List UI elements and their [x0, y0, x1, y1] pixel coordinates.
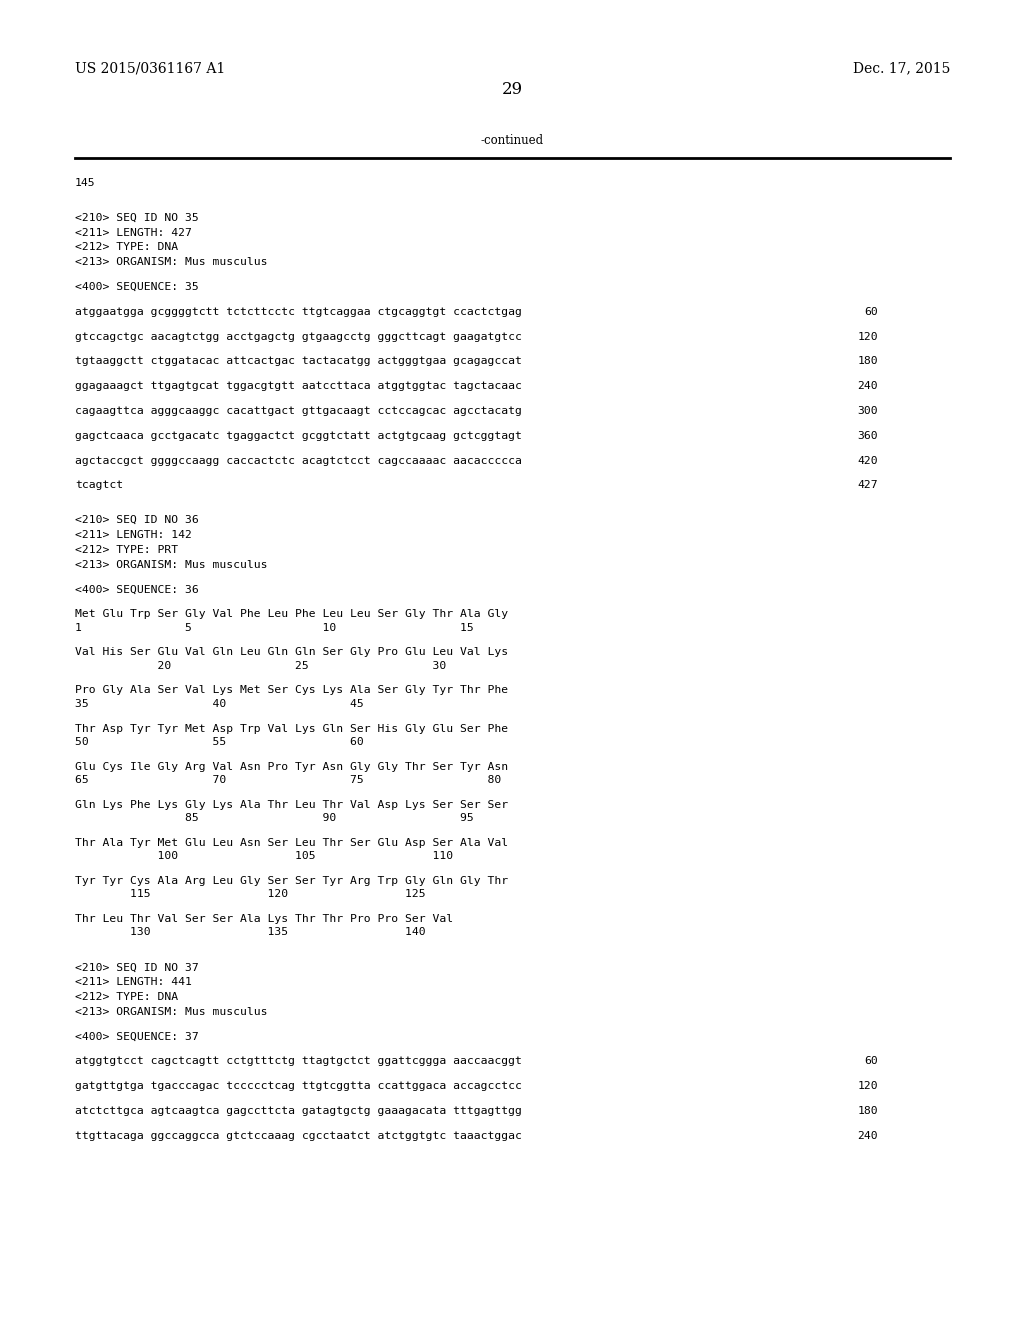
Text: tgtaaggctt ctggatacac attcactgac tactacatgg actgggtgaa gcagagccat: tgtaaggctt ctggatacac attcactgac tactaca… — [75, 356, 522, 367]
Text: ggagaaagct ttgagtgcat tggacgtgtt aatccttaca atggtggtac tagctacaac: ggagaaagct ttgagtgcat tggacgtgtt aatcctt… — [75, 381, 522, 391]
Text: <212> TYPE: PRT: <212> TYPE: PRT — [75, 545, 178, 554]
Text: US 2015/0361167 A1: US 2015/0361167 A1 — [75, 61, 225, 75]
Text: Thr Asp Tyr Tyr Met Asp Trp Val Lys Gln Ser His Gly Glu Ser Phe: Thr Asp Tyr Tyr Met Asp Trp Val Lys Gln … — [75, 723, 508, 734]
Text: 130                 135                 140: 130 135 140 — [75, 928, 426, 937]
Text: tcagtct: tcagtct — [75, 480, 123, 491]
Text: <211> LENGTH: 427: <211> LENGTH: 427 — [75, 227, 191, 238]
Text: 60: 60 — [864, 306, 878, 317]
Text: <212> TYPE: DNA: <212> TYPE: DNA — [75, 991, 178, 1002]
Text: 300: 300 — [857, 407, 878, 416]
Text: 120: 120 — [857, 331, 878, 342]
Text: 360: 360 — [857, 430, 878, 441]
Text: gtccagctgc aacagtctgg acctgagctg gtgaagcctg gggcttcagt gaagatgtcc: gtccagctgc aacagtctgg acctgagctg gtgaagc… — [75, 331, 522, 342]
Text: <210> SEQ ID NO 35: <210> SEQ ID NO 35 — [75, 213, 199, 223]
Text: <213> ORGANISM: Mus musculus: <213> ORGANISM: Mus musculus — [75, 1007, 267, 1016]
Text: gatgttgtga tgacccagac tccccctcag ttgtcggtta ccattggaca accagcctcc: gatgttgtga tgacccagac tccccctcag ttgtcgg… — [75, 1081, 522, 1092]
Text: 427: 427 — [857, 480, 878, 491]
Text: <400> SEQUENCE: 36: <400> SEQUENCE: 36 — [75, 585, 199, 594]
Text: 65                  70                  75                  80: 65 70 75 80 — [75, 775, 502, 785]
Text: Thr Ala Tyr Met Glu Leu Asn Ser Leu Thr Ser Glu Asp Ser Ala Val: Thr Ala Tyr Met Glu Leu Asn Ser Leu Thr … — [75, 838, 508, 847]
Text: 115                 120                 125: 115 120 125 — [75, 890, 426, 899]
Text: gagctcaaca gcctgacatc tgaggactct gcggtctatt actgtgcaag gctcggtagt: gagctcaaca gcctgacatc tgaggactct gcggtct… — [75, 430, 522, 441]
Text: ttgttacaga ggccaggcca gtctccaaag cgcctaatct atctggtgtc taaactggac: ttgttacaga ggccaggcca gtctccaaag cgcctaa… — [75, 1131, 522, 1140]
Text: 180: 180 — [857, 356, 878, 367]
Text: 100                 105                 110: 100 105 110 — [75, 851, 454, 861]
Text: cagaagttca agggcaaggc cacattgact gttgacaagt cctccagcac agcctacatg: cagaagttca agggcaaggc cacattgact gttgaca… — [75, 407, 522, 416]
Text: 120: 120 — [857, 1081, 878, 1092]
Text: <213> ORGANISM: Mus musculus: <213> ORGANISM: Mus musculus — [75, 560, 267, 570]
Text: 180: 180 — [857, 1106, 878, 1115]
Text: -continued: -continued — [480, 133, 544, 147]
Text: Met Glu Trp Ser Gly Val Phe Leu Phe Leu Leu Ser Gly Thr Ala Gly: Met Glu Trp Ser Gly Val Phe Leu Phe Leu … — [75, 610, 508, 619]
Text: 50                  55                  60: 50 55 60 — [75, 737, 364, 747]
Text: 420: 420 — [857, 455, 878, 466]
Text: 20                  25                  30: 20 25 30 — [75, 660, 446, 671]
Text: Tyr Tyr Cys Ala Arg Leu Gly Ser Ser Tyr Arg Trp Gly Gln Gly Thr: Tyr Tyr Cys Ala Arg Leu Gly Ser Ser Tyr … — [75, 876, 508, 886]
Text: <211> LENGTH: 441: <211> LENGTH: 441 — [75, 977, 191, 987]
Text: <210> SEQ ID NO 36: <210> SEQ ID NO 36 — [75, 515, 199, 525]
Text: 145: 145 — [75, 178, 95, 187]
Text: <213> ORGANISM: Mus musculus: <213> ORGANISM: Mus musculus — [75, 257, 267, 267]
Text: <211> LENGTH: 142: <211> LENGTH: 142 — [75, 531, 191, 540]
Text: atggaatgga gcggggtctt tctcttcctc ttgtcaggaa ctgcaggtgt ccactctgag: atggaatgga gcggggtctt tctcttcctc ttgtcag… — [75, 306, 522, 317]
Text: 35                  40                  45: 35 40 45 — [75, 698, 364, 709]
Text: 240: 240 — [857, 381, 878, 391]
Text: 85                  90                  95: 85 90 95 — [75, 813, 474, 824]
Text: Val His Ser Glu Val Gln Leu Gln Gln Ser Gly Pro Glu Leu Val Lys: Val His Ser Glu Val Gln Leu Gln Gln Ser … — [75, 647, 508, 657]
Text: Gln Lys Phe Lys Gly Lys Ala Thr Leu Thr Val Asp Lys Ser Ser Ser: Gln Lys Phe Lys Gly Lys Ala Thr Leu Thr … — [75, 800, 508, 809]
Text: <210> SEQ ID NO 37: <210> SEQ ID NO 37 — [75, 962, 199, 973]
Text: 29: 29 — [502, 82, 522, 99]
Text: Glu Cys Ile Gly Arg Val Asn Pro Tyr Asn Gly Gly Thr Ser Tyr Asn: Glu Cys Ile Gly Arg Val Asn Pro Tyr Asn … — [75, 762, 508, 772]
Text: <400> SEQUENCE: 37: <400> SEQUENCE: 37 — [75, 1031, 199, 1041]
Text: Pro Gly Ala Ser Val Lys Met Ser Cys Lys Ala Ser Gly Tyr Thr Phe: Pro Gly Ala Ser Val Lys Met Ser Cys Lys … — [75, 685, 508, 696]
Text: <212> TYPE: DNA: <212> TYPE: DNA — [75, 243, 178, 252]
Text: Dec. 17, 2015: Dec. 17, 2015 — [853, 61, 950, 75]
Text: <400> SEQUENCE: 35: <400> SEQUENCE: 35 — [75, 282, 199, 292]
Text: 240: 240 — [857, 1131, 878, 1140]
Text: Thr Leu Thr Val Ser Ser Ala Lys Thr Thr Pro Pro Ser Val: Thr Leu Thr Val Ser Ser Ala Lys Thr Thr … — [75, 915, 454, 924]
Text: 1               5                   10                  15: 1 5 10 15 — [75, 623, 474, 632]
Text: 60: 60 — [864, 1056, 878, 1067]
Text: atctcttgca agtcaagtca gagccttcta gatagtgctg gaaagacata tttgagttgg: atctcttgca agtcaagtca gagccttcta gatagtg… — [75, 1106, 522, 1115]
Text: agctaccgct ggggccaagg caccactctc acagtctcct cagccaaaac aacaccccca: agctaccgct ggggccaagg caccactctc acagtct… — [75, 455, 522, 466]
Text: atggtgtcct cagctcagtt cctgtttctg ttagtgctct ggattcggga aaccaacggt: atggtgtcct cagctcagtt cctgtttctg ttagtgc… — [75, 1056, 522, 1067]
